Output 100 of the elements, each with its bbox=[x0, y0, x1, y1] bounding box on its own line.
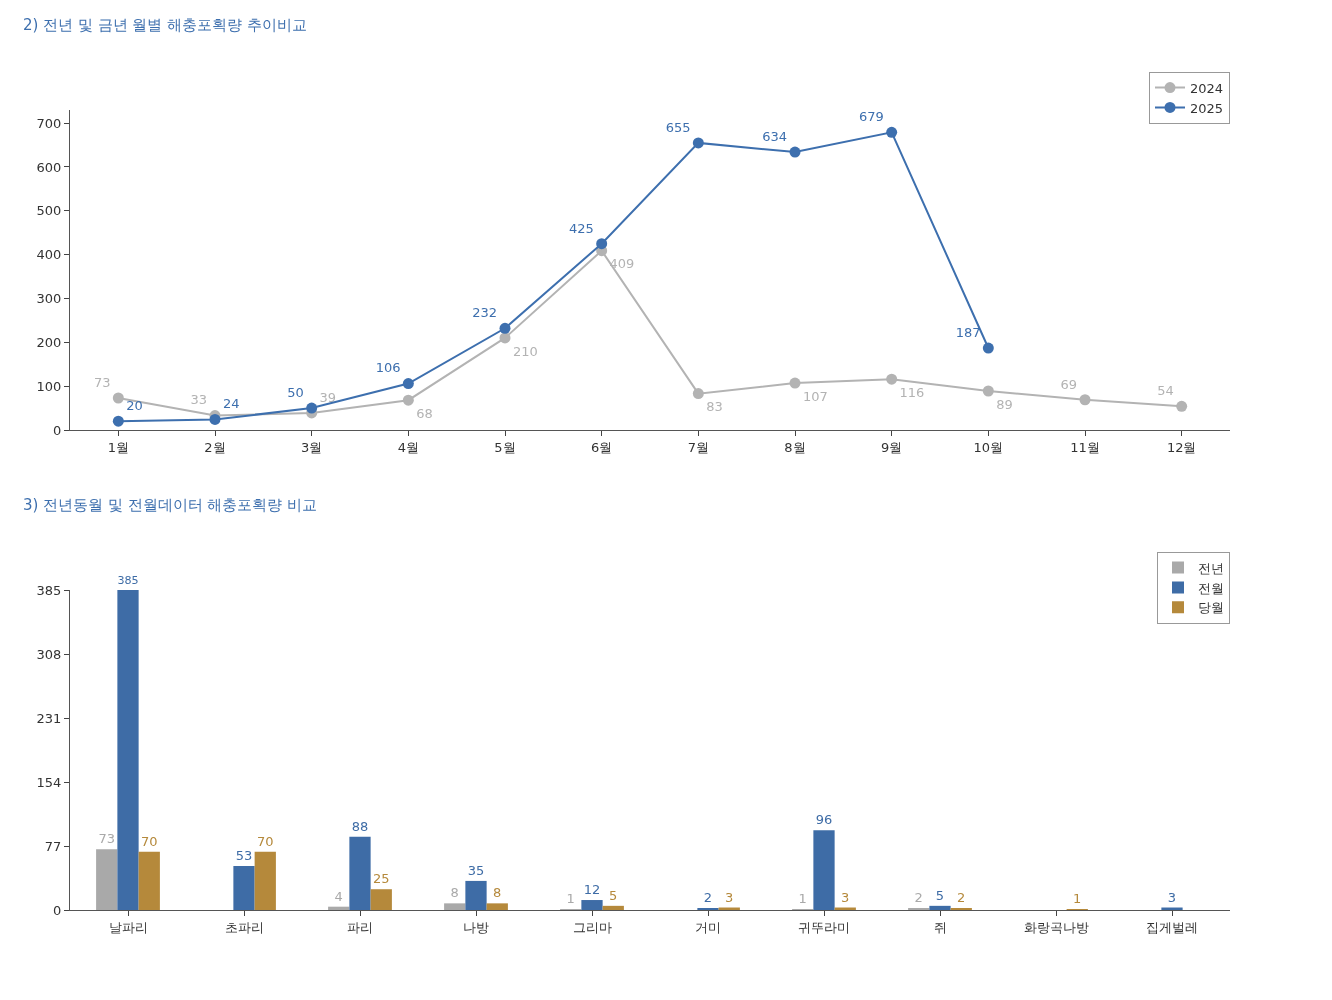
x-tick-label: 7월 bbox=[687, 439, 709, 455]
bar bbox=[349, 836, 371, 910]
bar bbox=[444, 903, 466, 910]
data-label: 33 bbox=[190, 392, 208, 408]
point bbox=[1079, 394, 1091, 406]
data-label: 409 bbox=[609, 256, 635, 272]
point bbox=[112, 415, 124, 427]
data-label: 1 bbox=[1073, 891, 1082, 906]
data-label: 89 bbox=[996, 396, 1013, 412]
point bbox=[402, 394, 414, 406]
point bbox=[112, 392, 124, 404]
legend-label: 당월 bbox=[1198, 600, 1224, 616]
bar bbox=[254, 851, 276, 910]
x-tick-label: 그리마 bbox=[572, 919, 612, 935]
data-label: 20 bbox=[126, 398, 143, 414]
y-tick-label: 154 bbox=[36, 774, 62, 790]
data-label: 385 bbox=[117, 574, 139, 588]
y-tick-label: 400 bbox=[36, 247, 62, 263]
x-tick-label: 6월 bbox=[591, 439, 613, 455]
data-label: 35 bbox=[467, 862, 485, 878]
y-tick-label: 100 bbox=[36, 378, 62, 394]
point bbox=[789, 377, 801, 389]
y-tick-label: 300 bbox=[36, 291, 62, 307]
point bbox=[692, 388, 704, 400]
y-tick-label: 700 bbox=[36, 115, 62, 131]
y-tick-label: 77 bbox=[44, 838, 62, 854]
point bbox=[499, 322, 511, 334]
data-label: 68 bbox=[416, 405, 433, 421]
point bbox=[789, 146, 801, 158]
data-label: 1 bbox=[798, 891, 807, 906]
data-label: 2 bbox=[703, 890, 713, 905]
x-tick-label: 초파리 bbox=[224, 919, 264, 935]
legend-label: 2024 bbox=[1190, 80, 1224, 96]
data-label: 3 bbox=[841, 889, 850, 905]
data-label: 39 bbox=[319, 389, 337, 405]
data-label: 116 bbox=[899, 384, 925, 400]
data-label: 8 bbox=[450, 885, 459, 901]
y-tick-label: 500 bbox=[36, 203, 62, 219]
data-label: 2 bbox=[957, 890, 966, 905]
data-label: 106 bbox=[375, 360, 401, 376]
x-tick-label: 2월 bbox=[204, 439, 226, 455]
x-tick-label: 파리 bbox=[347, 919, 373, 935]
point bbox=[982, 342, 994, 354]
data-label: 210 bbox=[512, 343, 538, 359]
point bbox=[306, 402, 318, 414]
data-label: 3 bbox=[1167, 889, 1177, 905]
chart-title: 2) 전년 및 금년 월별 해충포획량 추이비교 bbox=[23, 15, 308, 34]
data-label: 2 bbox=[914, 890, 923, 905]
bar bbox=[486, 903, 508, 910]
data-label: 73 bbox=[98, 831, 116, 847]
data-label: 4 bbox=[334, 888, 343, 904]
data-label: 655 bbox=[665, 119, 691, 135]
data-label: 107 bbox=[802, 388, 828, 404]
x-tick-label: 날파리 bbox=[108, 919, 148, 935]
data-label: 1 bbox=[566, 891, 575, 906]
x-tick-label: 쥐 bbox=[933, 919, 947, 935]
data-label: 425 bbox=[568, 220, 594, 236]
y-tick-label: 385 bbox=[36, 582, 62, 598]
x-tick-label: 12월 bbox=[1166, 439, 1197, 455]
x-tick-label: 나방 bbox=[463, 919, 489, 935]
bar bbox=[96, 849, 118, 910]
bar bbox=[813, 830, 835, 910]
data-label: 679 bbox=[858, 109, 884, 125]
data-label: 73 bbox=[93, 374, 111, 390]
point bbox=[692, 137, 704, 149]
data-label: 24 bbox=[222, 396, 240, 412]
data-label: 88 bbox=[351, 818, 369, 834]
data-label: 70 bbox=[256, 833, 274, 849]
x-tick-label: 8월 bbox=[784, 439, 806, 455]
y-tick-label: 0 bbox=[53, 422, 62, 438]
data-label: 54 bbox=[1157, 383, 1174, 399]
point bbox=[1176, 400, 1188, 412]
x-tick-label: 4월 bbox=[397, 439, 419, 455]
chart-title: 3) 전년동월 및 전월데이터 해충포획량 비교 bbox=[23, 495, 318, 514]
data-label: 50 bbox=[287, 384, 304, 400]
point bbox=[402, 378, 414, 390]
x-tick-label: 3월 bbox=[301, 439, 323, 455]
data-label: 634 bbox=[762, 128, 788, 144]
y-tick-label: 200 bbox=[36, 334, 62, 350]
legend-label: 전월 bbox=[1198, 580, 1224, 596]
y-tick-label: 0 bbox=[53, 902, 62, 918]
data-label: 70 bbox=[140, 833, 158, 849]
data-label: 232 bbox=[472, 305, 498, 321]
x-tick-label: 귀뚜라미 bbox=[798, 919, 850, 935]
x-tick-label: 10월 bbox=[973, 439, 1004, 455]
bar bbox=[138, 851, 160, 910]
data-label: 53 bbox=[235, 847, 253, 863]
bar bbox=[117, 590, 139, 910]
data-label: 3 bbox=[725, 889, 734, 905]
y-tick-label: 600 bbox=[36, 159, 62, 175]
data-label: 5 bbox=[935, 887, 945, 903]
point bbox=[596, 238, 608, 250]
bar bbox=[581, 900, 603, 910]
x-tick-label: 9월 bbox=[881, 439, 903, 455]
x-tick-label: 거미 bbox=[695, 919, 721, 935]
y-tick-label: 308 bbox=[36, 646, 62, 662]
bar bbox=[602, 905, 624, 910]
data-label: 5 bbox=[609, 887, 618, 903]
data-label: 8 bbox=[493, 885, 502, 901]
x-tick-label: 5월 bbox=[494, 439, 516, 455]
